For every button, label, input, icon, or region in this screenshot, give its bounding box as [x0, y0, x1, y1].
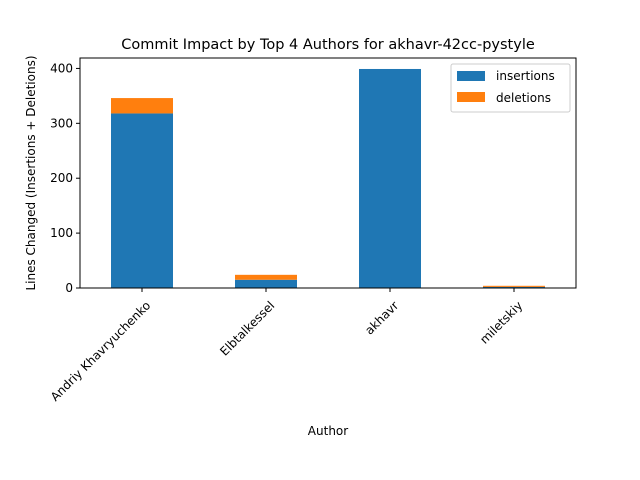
- x-tick-label-andriy-khavryuchenko: Andriy Khavryuchenko: [48, 298, 154, 404]
- legend: insertions deletions: [450, 63, 571, 113]
- legend-swatch-insertions: [457, 71, 485, 81]
- bar-deletions-andriy-khavryuchenko: [111, 98, 173, 114]
- bar-deletions-elbtalkessel: [235, 274, 297, 280]
- y-tick-label: 0: [65, 281, 73, 295]
- y-axis-label: Lines Changed (Insertions + Deletions): [24, 55, 38, 290]
- plot-frame: [79, 57, 577, 289]
- y-tick-label: 300: [50, 116, 73, 130]
- y-tick-label: 400: [50, 61, 73, 75]
- legend-label-insertions: insertions: [496, 69, 555, 83]
- y-axis: 0 100 200 300 400: [50, 61, 80, 295]
- chart-title: Commit Impact by Top 4 Authors for akhav…: [121, 37, 535, 53]
- bar-insertions-akhavr: [359, 68, 421, 289]
- y-tick-label: 200: [50, 171, 73, 185]
- bar-deletions-miletskiy: [483, 285, 545, 287]
- legend-swatch-deletions: [457, 92, 485, 102]
- y-tick-label: 100: [50, 226, 73, 240]
- bars-layer: [111, 68, 545, 289]
- x-tick-label-elbtalkessel: Elbtalkessel: [217, 298, 277, 358]
- x-tick-label-akhavr: akhavr: [362, 298, 401, 337]
- x-tick-label-miletskiy: miletskiy: [477, 298, 525, 346]
- legend-label-deletions: deletions: [496, 91, 551, 105]
- bar-insertions-elbtalkessel: [235, 279, 297, 288]
- bar-insertions-andriy-khavryuchenko: [111, 113, 173, 288]
- x-axis: Andriy Khavryuchenko Elbtalkessel akhavr mi…: [48, 288, 525, 404]
- x-axis-label: Author: [308, 424, 348, 438]
- bar-insertions-miletskiy: [483, 286, 545, 288]
